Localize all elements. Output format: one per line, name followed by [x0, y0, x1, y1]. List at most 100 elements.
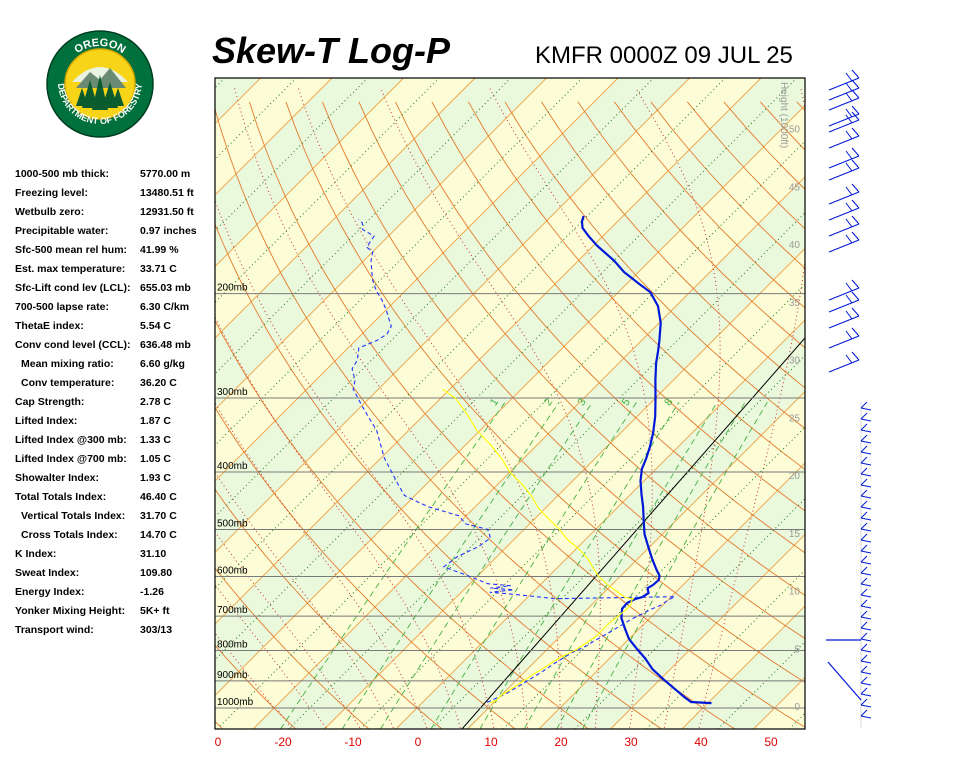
isotherm — [215, 78, 404, 268]
wind-barb-flag — [860, 561, 872, 565]
index-label: Showalter Index: — [15, 472, 100, 484]
wind-barb-flag — [851, 307, 860, 317]
dry-adiabat — [215, 567, 370, 729]
temperature-tick-label: 20 — [554, 735, 568, 749]
index-label: K Index: — [15, 548, 57, 560]
wind-barb-flag — [845, 82, 853, 92]
index-value: 2.78 C — [140, 396, 171, 408]
index-label: Total Totals Index: — [15, 491, 107, 503]
index-row: Vertical Totals Index: 31.70 C — [15, 510, 215, 529]
index-row: Lifted Index @700 mb: 1.05 C — [15, 453, 215, 472]
height-axis-label: Height (1000ft) — [778, 82, 789, 148]
temperature-tick-label: 0 — [215, 735, 222, 749]
index-row: Cross Totals Index: 14.70 C — [15, 529, 215, 548]
logo-trees — [76, 75, 124, 110]
wind-barb-flag — [860, 594, 872, 598]
height-tick-label: 15 — [789, 529, 801, 540]
isotherm-minor — [215, 78, 798, 661]
mixing-ratio-label: 3 — [576, 396, 589, 408]
logo-mountain — [76, 68, 126, 88]
wind-barb-flag — [860, 484, 872, 488]
wind-barb-flag — [851, 79, 860, 89]
wind-barb-flag — [851, 291, 860, 301]
wind-barb-staff — [827, 661, 862, 701]
index-value: 1.33 C — [140, 434, 171, 446]
dry-adiabat — [833, 102, 960, 729]
wind-barb-staff — [860, 445, 868, 453]
index-label: Mean mixing ratio: — [21, 358, 114, 370]
index-row: Lifted Index @300 mb: 1.33 C — [15, 434, 215, 453]
wind-barb-flag — [860, 605, 872, 609]
mixing-ratio-line — [523, 401, 718, 729]
isotherm-minor — [215, 78, 726, 589]
temperature-tick-label: -20 — [274, 735, 292, 749]
temperature-axis: 0 -20 -10 0 10 20 30 40 50 — [215, 735, 778, 749]
index-value: 5K+ ft — [140, 605, 170, 617]
temperature-band — [215, 78, 805, 696]
dry-adiabat — [394, 101, 805, 554]
wind-barb-flag — [851, 111, 860, 121]
isotherm-minor — [431, 355, 805, 729]
wind-barb-flag — [845, 114, 853, 124]
wind-barb-flag — [860, 660, 872, 664]
index-value: 1.87 C — [140, 415, 171, 427]
isotherm — [252, 176, 805, 729]
wind-barb-flag — [860, 495, 872, 499]
index-row: Energy Index: -1.26 — [15, 586, 215, 605]
wind-barb-flag — [860, 704, 872, 708]
dry-adiabat — [215, 406, 516, 729]
index-value: 303/13 — [140, 624, 173, 636]
chart-title: Skew-T Log-P — [212, 30, 451, 71]
wind-barb-staff — [828, 119, 860, 133]
height-tick-label: 10 — [789, 587, 801, 598]
isotherm — [467, 390, 805, 729]
mixing-ratio-line — [582, 401, 768, 729]
wind-barb-staff — [860, 665, 868, 673]
index-row: Sfc-500 mean rel hum: 41.99 % — [15, 244, 215, 263]
dry-adiabat — [215, 720, 223, 729]
isotherm-minor — [288, 212, 805, 729]
temperature-tick-label: 0 — [415, 735, 422, 749]
mixing-ratio-line — [430, 401, 637, 729]
wind-barb-flag — [860, 418, 872, 422]
isobar-label: 800mb — [217, 640, 248, 651]
index-value: 33.71 C — [140, 263, 177, 275]
wind-barb-flag — [851, 147, 860, 157]
isotherm-minor — [215, 78, 655, 518]
wind-barb-staff — [828, 299, 860, 313]
wind-barb-flag — [860, 506, 872, 510]
wind-barb-staff — [860, 456, 868, 464]
wind-barb-flag — [851, 69, 860, 79]
wind-barb-staff — [828, 207, 860, 221]
wind-barb-flag — [845, 92, 853, 102]
wind-barb-staff — [828, 315, 860, 329]
index-row: Transport wind: 303/13 — [15, 624, 215, 643]
wind-barb-flag — [845, 282, 853, 292]
dry-adiabat — [870, 102, 960, 729]
dry-adiabat — [796, 101, 805, 112]
wind-barb-staff — [828, 287, 860, 301]
index-row: Conv cond level (CCL): 636.48 mb — [15, 339, 215, 358]
index-row: Freezing level: 13480.51 ft — [15, 187, 215, 206]
index-label: Lifted Index: — [15, 415, 78, 427]
wind-barb-flag — [851, 231, 860, 241]
mixing-ratio-line — [341, 401, 560, 729]
sounding-series-line — [442, 388, 635, 704]
isotherm-minor — [0, 78, 153, 729]
wind-barb-staff — [828, 335, 860, 349]
mixing-ratio-label: 2 — [542, 396, 555, 408]
wind-barb-flag — [860, 715, 872, 719]
wind-barb-flag — [860, 550, 872, 554]
height-tick-label: 0 — [794, 702, 800, 713]
wind-barb-staff — [860, 401, 868, 409]
temperature-tick-label: 30 — [624, 735, 638, 749]
index-value: 6.30 C/km — [140, 301, 190, 313]
wind-barb-staff — [828, 359, 860, 373]
wind-barb-flag — [845, 186, 853, 196]
isobar-label: 500mb — [217, 519, 248, 530]
wind-barb-staff — [860, 566, 868, 574]
index-row: Sweat Index: 109.80 — [15, 567, 215, 586]
isobar-label: 300mb — [217, 387, 248, 398]
